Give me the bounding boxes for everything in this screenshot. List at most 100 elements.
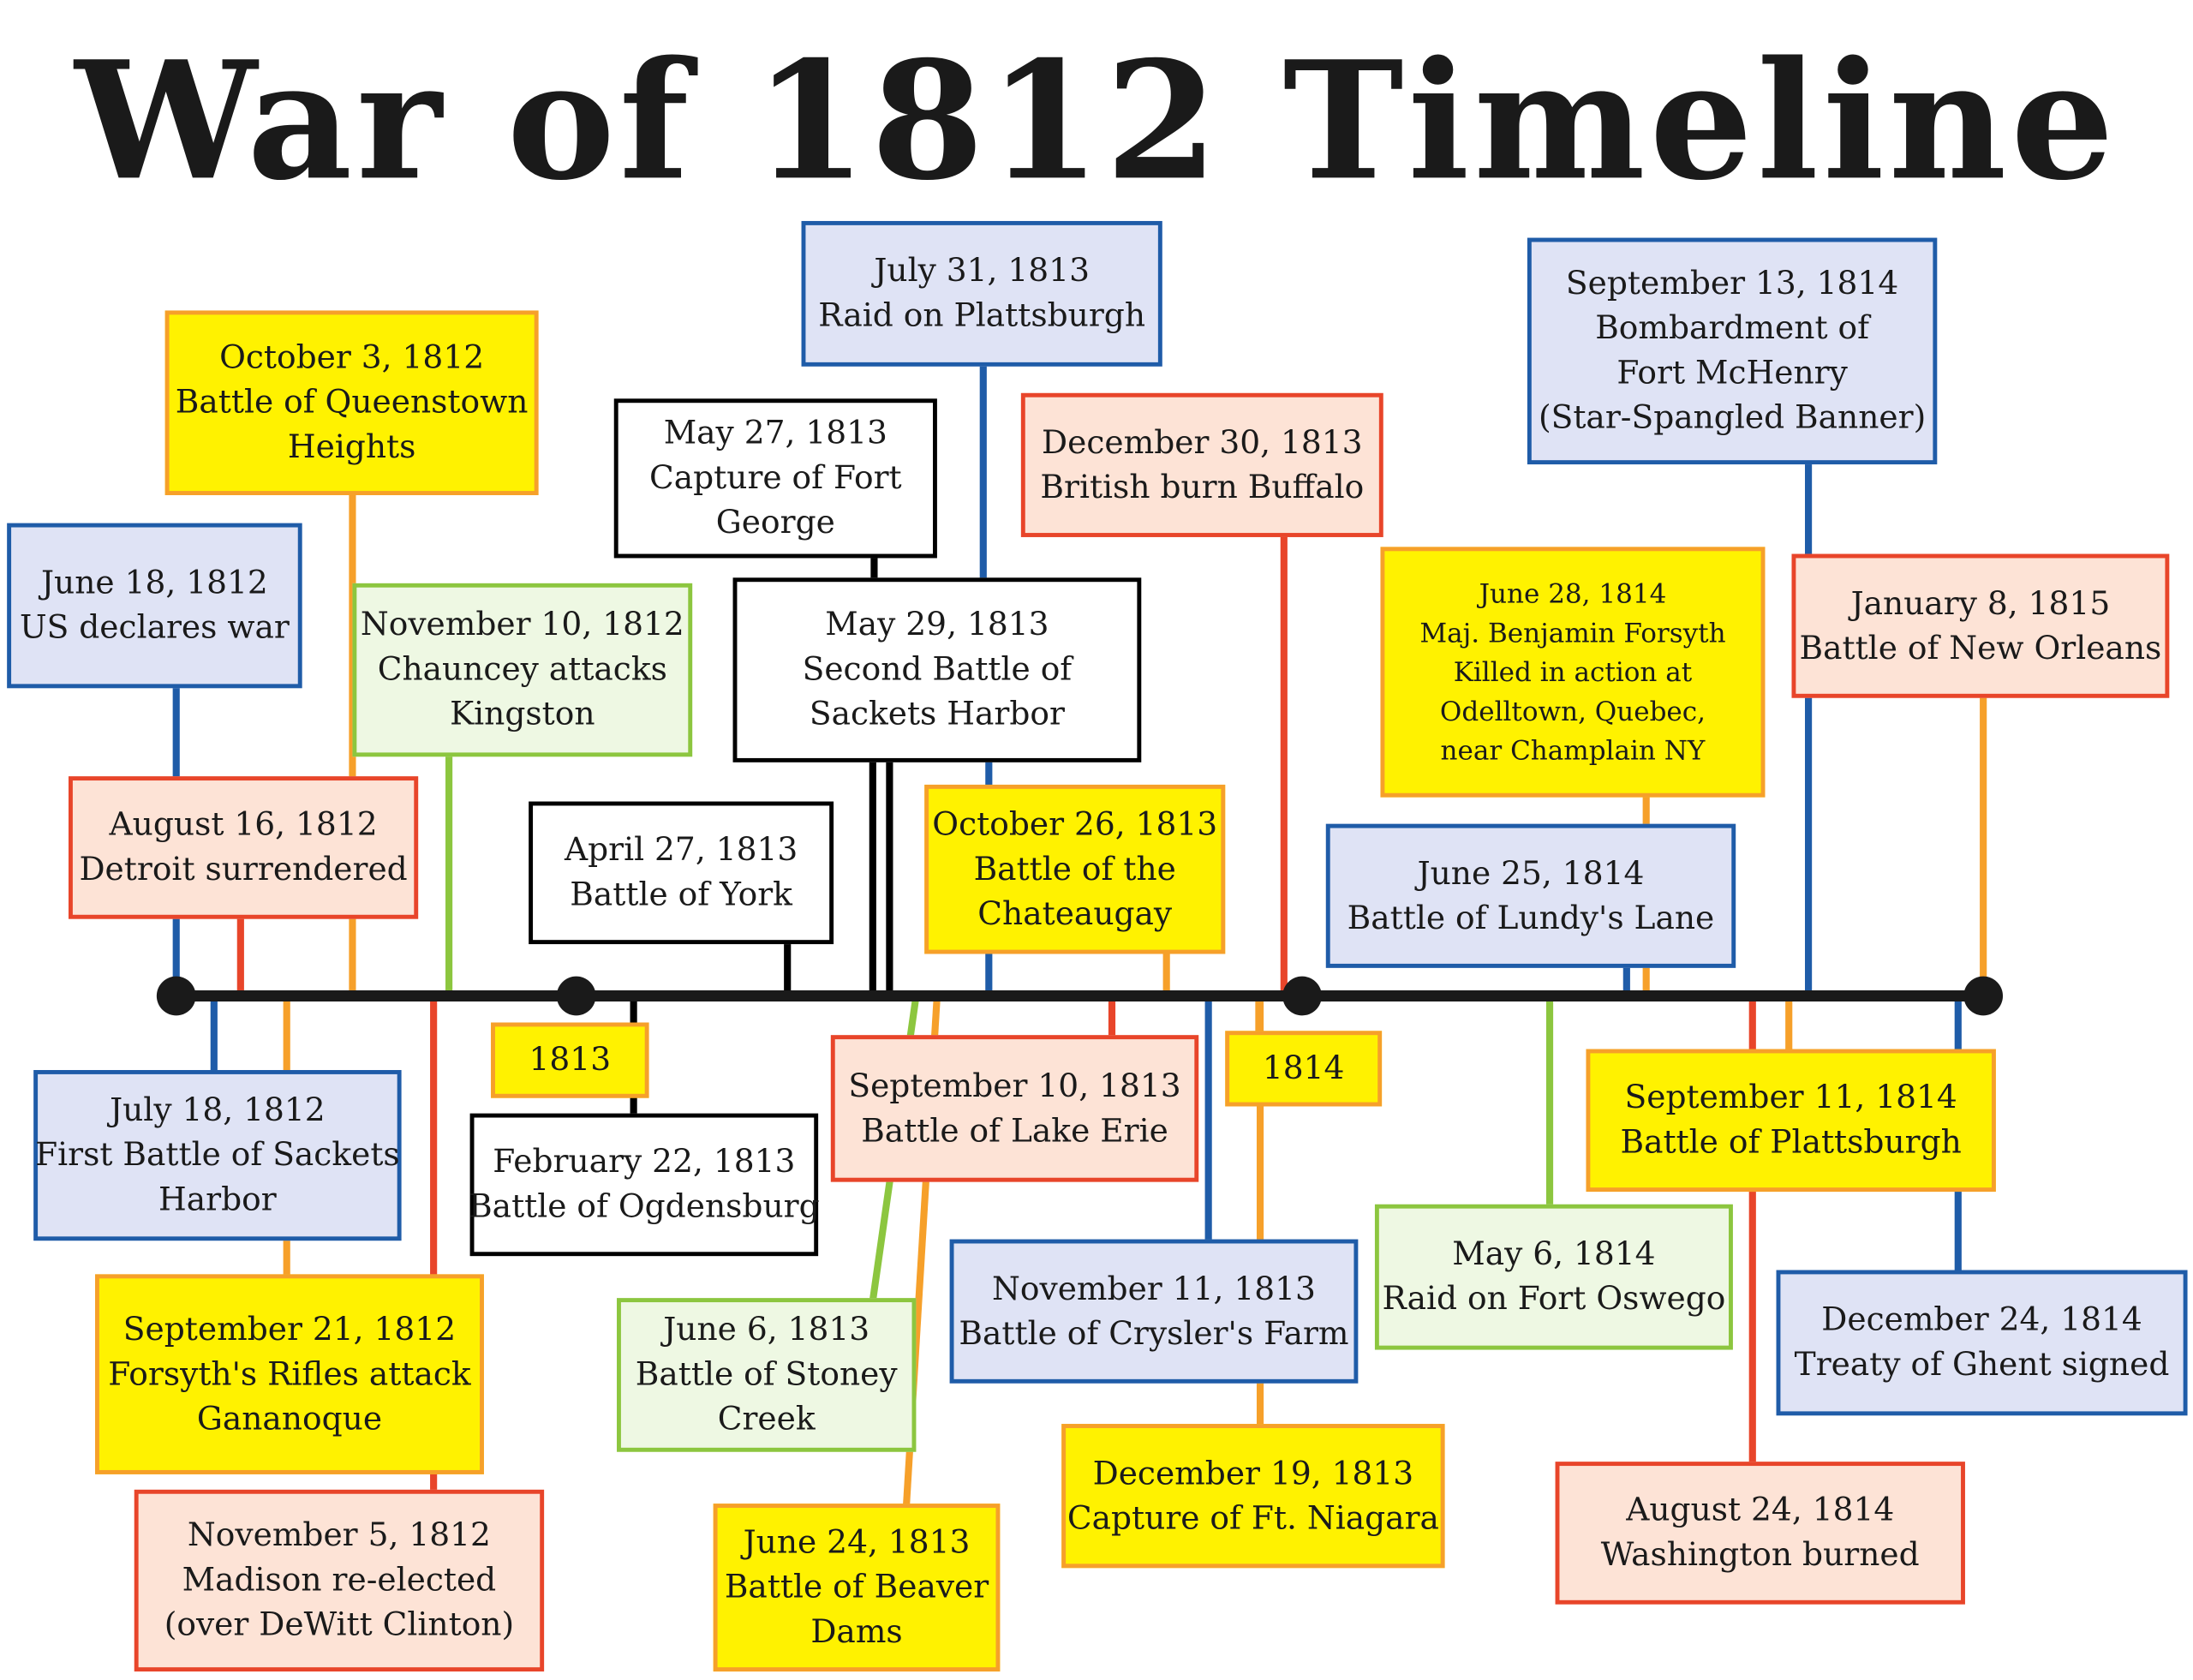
event-november-11-1813: November 11, 1813 Battle of Crysler's Fa… bbox=[949, 1239, 1359, 1384]
year-label-1813: 1813 bbox=[491, 1022, 649, 1098]
event-date: September 10, 1813 bbox=[848, 1067, 1181, 1105]
event-date: November 11, 1813 bbox=[992, 1270, 1316, 1307]
event-december-30-1813: December 30, 1813 British burn Buffalo bbox=[1020, 392, 1383, 537]
event-description: Battle of Queenstown bbox=[175, 384, 529, 421]
event-date: August 24, 1814 bbox=[1626, 1492, 1895, 1529]
event-description: (Star-Spangled Banner) bbox=[1538, 399, 1927, 437]
event-date: October 3, 1812 bbox=[219, 339, 485, 377]
event-description: Battle of York bbox=[570, 876, 792, 914]
event-description: Raid on Fort Oswego bbox=[1382, 1281, 1726, 1318]
year-marker-1813 bbox=[556, 976, 596, 1016]
event-description: Capture of Ft. Niagara bbox=[1067, 1500, 1439, 1537]
event-description: Second Battle of bbox=[802, 651, 1073, 689]
year-marker-1812 bbox=[156, 976, 196, 1016]
event-description: Battle of Ogdensburg bbox=[469, 1188, 820, 1226]
event-september-10-1813: September 10, 1813 Battle of Lake Erie bbox=[830, 1035, 1199, 1182]
event-date: December 24, 1814 bbox=[1821, 1302, 2142, 1339]
event-description: Battle of Stoney bbox=[635, 1356, 898, 1394]
event-november-10-1812: November 10, 1812 Chauncey attacks Kings… bbox=[352, 583, 693, 757]
event-description: Creek bbox=[717, 1401, 816, 1438]
event-april-27-1813: April 27, 1813 Battle of York bbox=[529, 801, 834, 945]
event-date: June 28, 1814 bbox=[1479, 578, 1667, 610]
event-date: December 30, 1813 bbox=[1042, 424, 1363, 461]
event-description: Treaty of Ghent signed bbox=[1794, 1347, 2170, 1384]
event-september-21-1812: September 21, 1812 Forsyth's Rifles atta… bbox=[95, 1274, 484, 1474]
event-description: Bombardment of bbox=[1595, 310, 1869, 347]
event-date: February 22, 1813 bbox=[493, 1144, 796, 1181]
event-date: November 5, 1812 bbox=[187, 1517, 491, 1554]
event-description: British burn Buffalo bbox=[1040, 469, 1365, 506]
event-description: Sackets Harbor bbox=[809, 697, 1065, 733]
event-description: US declares war bbox=[19, 609, 290, 647]
event-date: May 27, 1813 bbox=[663, 415, 887, 452]
year-marker-1814 bbox=[1282, 976, 1322, 1016]
event-date: June 24, 1813 bbox=[743, 1524, 971, 1562]
event-description: Fort McHenry bbox=[1616, 355, 1848, 392]
event-description: Battle of Beaver bbox=[724, 1569, 989, 1606]
event-description: Chateaugay bbox=[977, 895, 1173, 933]
event-description: Killed in action at bbox=[1453, 656, 1693, 688]
event-date: June 25, 1814 bbox=[1417, 855, 1645, 892]
event-description: Battle of Crysler's Farm bbox=[959, 1315, 1349, 1353]
event-november-5-1812: November 5, 1812 Madison re-elected (ove… bbox=[134, 1489, 545, 1672]
event-august-24-1814: August 24, 1814 Washington burned bbox=[1555, 1462, 1965, 1605]
event-description: Raid on Plattsburgh bbox=[818, 297, 1146, 335]
event-date: July 31, 1813 bbox=[874, 253, 1090, 290]
event-january-8-1815: January 8, 1815 Battle of New Orleans bbox=[1791, 553, 2170, 698]
event-description: Washington burned bbox=[1600, 1537, 1920, 1574]
event-description: Gananoque bbox=[196, 1401, 383, 1438]
event-february-22-1813: February 22, 1813 Battle of Ogdensburg bbox=[469, 1113, 820, 1257]
event-description: Kingston bbox=[450, 697, 595, 733]
event-date: September 11, 1814 bbox=[1624, 1079, 1957, 1116]
event-july-18-1812: July 18, 1812 First Battle of Sackets Ha… bbox=[33, 1070, 402, 1241]
event-date: November 10, 1812 bbox=[360, 607, 684, 644]
event-october-3-1812: October 3, 1812 Battle of Queenstown Hei… bbox=[164, 310, 539, 495]
event-date: April 27, 1813 bbox=[564, 832, 798, 869]
event-description: George bbox=[715, 505, 835, 541]
event-date: October 26, 1813 bbox=[932, 806, 1218, 843]
event-description: Battle of New Orleans bbox=[1799, 630, 2162, 667]
event-description: First Battle of Sackets bbox=[35, 1137, 400, 1174]
event-description: Capture of Fort bbox=[649, 460, 902, 497]
event-june-28-1814: June 28, 1814 Maj. Benjamin Forsyth Kill… bbox=[1380, 547, 1766, 798]
event-description: Odelltown, Quebec, bbox=[1439, 696, 1706, 727]
event-date: May 6, 1814 bbox=[1452, 1236, 1656, 1273]
event-date: September 21, 1812 bbox=[122, 1311, 457, 1348]
event-description: Forsyth's Rifles attack bbox=[108, 1355, 471, 1393]
event-july-31-1813: July 31, 1813 Raid on Plattsburgh bbox=[801, 220, 1162, 367]
event-description: Harbor bbox=[158, 1181, 277, 1219]
event-description: Madison re-elected bbox=[182, 1562, 497, 1599]
event-august-16-1812: August 16, 1812 Detroit surrendered bbox=[69, 776, 419, 919]
event-june-25-1814: June 25, 1814 Battle of Lundy's Lane bbox=[1325, 823, 1736, 968]
event-description: Detroit surrendered bbox=[79, 852, 408, 888]
event-june-6-1813: June 6, 1813 Battle of Stoney Creek bbox=[617, 1298, 917, 1452]
event-december-19-1813: December 19, 1813 Capture of Ft. Niagara bbox=[1061, 1424, 1445, 1569]
event-may-6-1814: May 6, 1814 Raid on Fort Oswego bbox=[1374, 1204, 1733, 1350]
event-description: (over DeWitt Clinton) bbox=[164, 1606, 515, 1644]
event-october-26-1813: October 26, 1813 Battle of the Chateauga… bbox=[924, 784, 1226, 954]
event-description: Battle of the bbox=[973, 851, 1176, 888]
page-title: War of 1812 Timeline bbox=[75, 27, 2118, 218]
event-description: Chauncey attacks bbox=[377, 651, 667, 689]
event-date: August 16, 1812 bbox=[109, 807, 378, 844]
event-date: July 18, 1812 bbox=[110, 1092, 326, 1129]
event-description: Battle of Lake Erie bbox=[861, 1112, 1168, 1150]
event-date: June 18, 1812 bbox=[40, 565, 268, 602]
event-description: Maj. Benjamin Forsyth bbox=[1419, 617, 1726, 649]
event-description: Battle of Plattsburgh bbox=[1620, 1124, 1962, 1162]
event-september-11-1814: September 11, 1814 Battle of Plattsburgh bbox=[1586, 1049, 1996, 1193]
event-december-24-1814: December 24, 1814 Treaty of Ghent signed bbox=[1776, 1270, 2188, 1416]
year-label-1814: 1814 bbox=[1225, 1031, 1383, 1107]
year-marker-1815 bbox=[1963, 976, 2004, 1016]
event-description: Dams bbox=[810, 1614, 903, 1651]
event-may-27-1813: May 27, 1813 Capture of Fort George bbox=[613, 398, 937, 559]
event-date: May 29, 1813 bbox=[825, 607, 1049, 644]
event-date: September 13, 1814 bbox=[1565, 266, 1899, 302]
event-date: June 6, 1813 bbox=[663, 1312, 870, 1348]
event-date: December 19, 1813 bbox=[1092, 1455, 1414, 1492]
event-description: near Champlain NY bbox=[1440, 734, 1706, 766]
event-may-29-1813: May 29, 1813 Second Battle of Sackets Ha… bbox=[732, 577, 1142, 762]
event-june-18-1812: June 18, 1812 US declares war bbox=[7, 523, 302, 689]
event-description: Heights bbox=[287, 429, 416, 466]
